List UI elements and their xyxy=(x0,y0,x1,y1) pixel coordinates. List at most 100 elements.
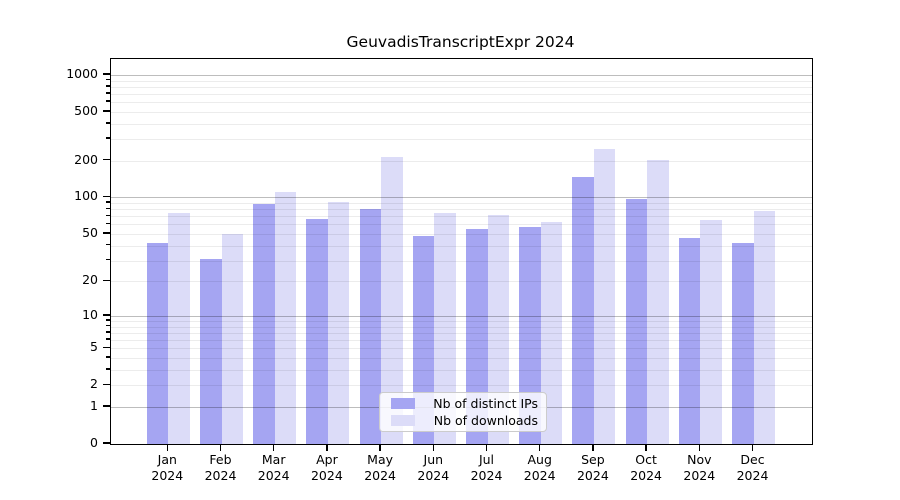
y-axis-tick-label: 10 xyxy=(82,306,98,322)
gridline-minor xyxy=(111,358,812,360)
y-axis-minor-tick xyxy=(106,85,110,87)
gridline-minor xyxy=(111,281,812,283)
plot-area xyxy=(110,58,813,445)
y-axis-tick xyxy=(103,159,110,161)
bar-distinct-ips-jul xyxy=(466,228,488,444)
x-axis-tick xyxy=(751,444,754,451)
y-axis-tick xyxy=(103,405,110,407)
x-axis-label-jul: Jul 2024 xyxy=(470,452,503,483)
gridline-minor xyxy=(111,111,812,113)
bar-distinct-ips-dec xyxy=(732,243,754,444)
gridline-minor xyxy=(111,321,812,322)
legend-row-distinct-ips: Nb of distinct IPs xyxy=(388,396,538,411)
x-axis-label-aug: Aug 2024 xyxy=(523,452,556,483)
gridline-minor xyxy=(111,123,812,125)
y-axis-minor-tick xyxy=(106,258,110,261)
bar-downloads-mar xyxy=(274,192,297,444)
bar-downloads-nov xyxy=(700,220,722,444)
y-axis-minor-tick xyxy=(106,319,110,321)
y-axis-minor-tick xyxy=(106,356,110,358)
gridline-major xyxy=(111,74,812,76)
gridline-minor xyxy=(111,209,812,211)
chart-title: GeuvadisTranscriptExpr 2024 xyxy=(346,33,575,51)
gridline-major xyxy=(111,197,812,199)
gridline-minor xyxy=(111,233,812,235)
y-axis-tick-label: 5 xyxy=(90,339,98,355)
y-axis-tick xyxy=(103,279,110,282)
y-axis-minor-tick xyxy=(106,201,110,203)
gridline-minor xyxy=(111,332,812,334)
y-axis-minor-tick xyxy=(106,207,110,209)
gridline-minor xyxy=(111,102,812,104)
y-axis-minor-tick xyxy=(106,368,110,370)
x-axis-label-sep: Sep 2024 xyxy=(576,452,609,483)
x-axis-tick xyxy=(485,444,488,451)
x-axis-tick xyxy=(432,444,434,451)
bar-distinct-ips-oct xyxy=(625,198,648,444)
y-axis-tick-label: 500 xyxy=(74,102,98,118)
legend-label-downloads: Nb of downloads xyxy=(433,412,538,428)
y-axis-tick xyxy=(103,195,110,198)
gridline-minor xyxy=(111,245,812,247)
bar-distinct-ips-aug xyxy=(519,227,541,444)
y-axis-tick-label: 200 xyxy=(74,151,98,167)
x-axis-tick xyxy=(219,444,222,451)
y-axis-minor-tick xyxy=(106,243,110,246)
x-axis-tick xyxy=(326,444,328,451)
legend: Nb of distinct IPs Nb of downloads xyxy=(379,392,547,432)
gridline-minor xyxy=(111,160,812,162)
bar-downloads-jan xyxy=(168,212,190,444)
legend-label-distinct-ips: Nb of distinct IPs xyxy=(433,396,538,412)
legend-row-downloads: Nb of downloads xyxy=(388,413,538,428)
bar-distinct-ips-jan xyxy=(146,243,169,444)
y-axis-tick xyxy=(103,314,110,316)
y-axis-tick xyxy=(103,232,110,234)
bar-distinct-ips-apr xyxy=(306,219,328,444)
x-axis-tick xyxy=(539,444,541,451)
y-axis-minor-tick xyxy=(106,122,110,124)
y-axis-minor-tick xyxy=(106,222,110,225)
bar-distinct-ips-nov xyxy=(678,238,701,444)
y-axis-tick xyxy=(103,383,110,385)
y-axis-minor-tick xyxy=(106,331,110,333)
gridline-major xyxy=(111,315,812,317)
x-axis-tick xyxy=(592,444,594,451)
y-axis-tick-label: 1 xyxy=(90,397,98,413)
x-axis-tick xyxy=(698,444,700,451)
y-axis-tick-label: 100 xyxy=(74,188,98,204)
x-axis-label-jan: Jan 2024 xyxy=(151,452,184,483)
bar-downloads-sep xyxy=(593,148,616,444)
bar-downloads-oct xyxy=(647,159,669,444)
gridline-minor xyxy=(111,369,812,371)
x-axis-tick xyxy=(379,444,381,451)
y-axis-tick-label: 0 xyxy=(90,435,98,450)
bar-distinct-ips-mar xyxy=(253,203,275,444)
x-axis-label-apr: Apr 2024 xyxy=(310,452,343,483)
x-axis-label-jun: Jun 2024 xyxy=(417,452,450,483)
y-axis-minor-tick xyxy=(106,92,110,94)
gridline-minor xyxy=(111,139,812,141)
gridline-minor xyxy=(111,340,812,342)
y-axis-tick xyxy=(103,110,110,112)
bar-downloads-jun xyxy=(434,212,456,444)
gridline-minor xyxy=(111,348,812,350)
y-axis-minor-tick xyxy=(106,100,110,102)
bar-downloads-dec xyxy=(753,210,775,444)
bar-distinct-ips-feb xyxy=(200,258,222,444)
gridline-minor xyxy=(111,86,812,88)
y-axis-tick-label: 2 xyxy=(90,376,98,392)
y-axis-minor-tick xyxy=(106,324,110,327)
bar-downloads-may xyxy=(381,156,403,444)
x-axis-tick xyxy=(166,444,168,451)
x-axis-label-mar: Mar 2024 xyxy=(257,452,290,483)
x-axis-label-oct: Oct 2024 xyxy=(630,452,662,483)
y-axis-minor-tick xyxy=(106,214,110,216)
gridline-minor xyxy=(111,93,812,95)
x-axis-label-nov: Nov 2024 xyxy=(683,452,716,483)
x-axis-label-dec: Dec 2024 xyxy=(736,452,769,483)
bar-downloads-aug xyxy=(540,221,563,444)
x-axis-tick xyxy=(645,444,647,451)
y-axis-tick-label: 1000 xyxy=(66,65,98,81)
y-axis-tick-label: 20 xyxy=(82,272,98,288)
